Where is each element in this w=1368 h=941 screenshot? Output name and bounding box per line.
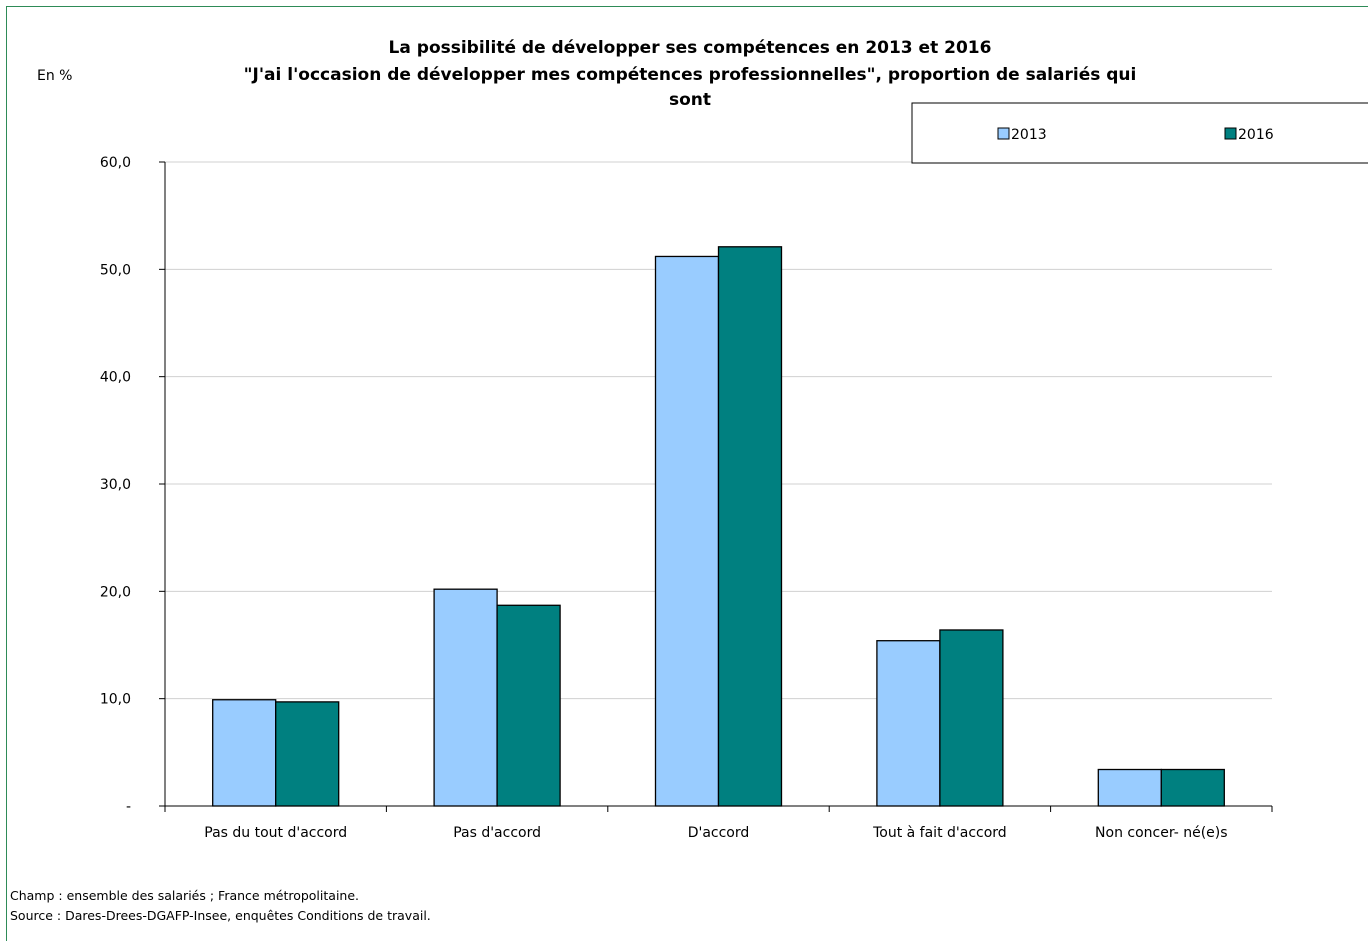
note-champ: Champ : ensemble des salariés ; France m… — [10, 888, 359, 903]
x-tick-label: Tout à fait d'accord — [872, 825, 1007, 841]
y-tick-label: 40,0 — [100, 370, 131, 386]
legend-label: 2013 — [1011, 127, 1047, 143]
legend: 2013 2016 — [911, 102, 1368, 164]
chart-title: La possibilité de développer ses compéte… — [244, 38, 1137, 110]
note-source: Source : Dares-Drees-DGAFP-Insee, enquêt… — [10, 908, 431, 923]
y-tick-label: 10,0 — [100, 692, 131, 708]
bar-2013 — [654, 255, 720, 807]
y-tick-label: 30,0 — [100, 477, 131, 493]
bar-2013 — [433, 588, 498, 807]
y-tick-label: 20,0 — [100, 584, 131, 600]
bar-2016 — [1160, 768, 1225, 807]
x-tick-label: Pas du tout d'accord — [204, 825, 347, 841]
bar-2016 — [717, 246, 783, 807]
bar-2013 — [212, 699, 277, 807]
y-tick-label: 50,0 — [100, 262, 131, 278]
unit-label: En % — [37, 68, 72, 84]
y-tick-label: 60,0 — [100, 155, 131, 171]
legend-swatch — [1224, 127, 1237, 140]
bar-2016 — [496, 604, 561, 807]
legend-label: 2016 — [1238, 127, 1274, 143]
title-line: sont — [669, 90, 711, 110]
bar-2016 — [275, 701, 340, 807]
bars — [212, 246, 1225, 807]
x-tick-label: Non concer- né(e)s — [1095, 825, 1228, 841]
x-tick-label: D'accord — [688, 825, 750, 841]
x-tick-label: Pas d'accord — [453, 825, 541, 841]
title-line: "J'ai l'occasion de développer mes compé… — [244, 65, 1137, 85]
legend-box — [911, 102, 1368, 164]
bar-2013 — [1097, 768, 1162, 807]
y-tick-label: - — [126, 799, 131, 815]
chart-frame — [6, 6, 1368, 941]
bar-2016 — [939, 629, 1004, 807]
title-line: La possibilité de développer ses compéte… — [389, 38, 992, 58]
bar-2013 — [876, 640, 941, 807]
legend-swatch — [997, 127, 1010, 140]
axis-labels: - 10,0 20,0 30,0 40,0 50,0 60,0 Pas du tout d'a… — [37, 68, 1228, 841]
